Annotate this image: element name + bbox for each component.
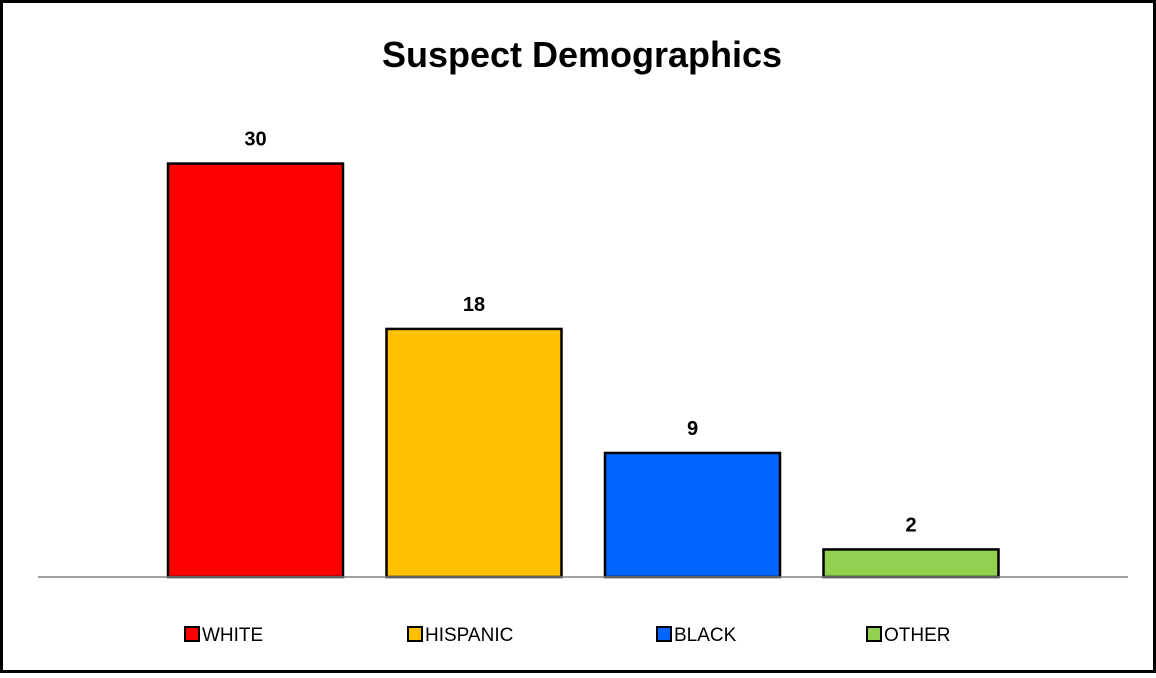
data-label-black: 9: [687, 418, 698, 440]
bar-black: [603, 451, 782, 579]
legend-item-other: OTHER: [866, 625, 951, 646]
legend-item-hispanic: HISPANIC: [407, 625, 513, 646]
legend-label-other: OTHER: [884, 625, 951, 646]
bar-hispanic: [385, 327, 563, 579]
bar-other: [822, 548, 1000, 579]
data-label-other: 2: [905, 514, 916, 536]
legend: WHITE HISPANIC BLACK OTHER: [184, 625, 951, 646]
legend-item-white: WHITE: [184, 625, 263, 646]
legend-label-white: WHITE: [202, 625, 263, 646]
legend-item-black: BLACK: [656, 625, 737, 646]
data-label-white: 30: [244, 129, 266, 151]
legend-swatch-white: [184, 626, 200, 642]
legend-swatch-other: [866, 626, 882, 642]
chart-title: Suspect Demographics: [382, 34, 782, 75]
bar-white: [166, 162, 345, 579]
legend-swatch-black: [656, 626, 672, 642]
data-label-hispanic: 18: [463, 294, 485, 316]
bars-layer: 30 18 9 2: [166, 129, 1000, 579]
legend-label-hispanic: HISPANIC: [425, 625, 513, 646]
legend-label-black: BLACK: [674, 625, 737, 646]
legend-swatch-hispanic: [407, 626, 423, 642]
